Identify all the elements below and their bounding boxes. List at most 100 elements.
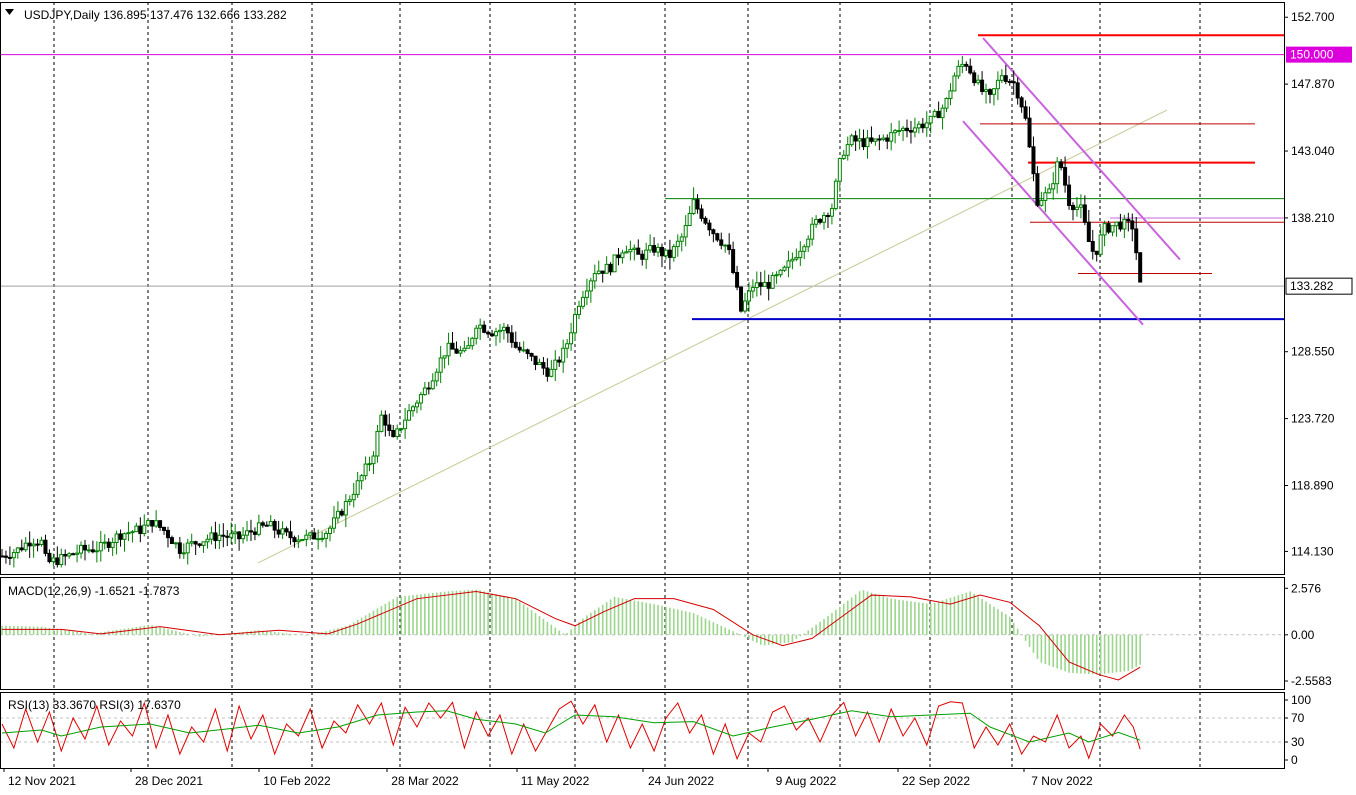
candle-body bbox=[414, 402, 419, 408]
candle-body bbox=[1110, 225, 1115, 233]
candle-body bbox=[1122, 218, 1127, 230]
candle-body bbox=[1047, 188, 1052, 194]
price-tick-label: 138.210 bbox=[1291, 211, 1335, 225]
candle-body bbox=[1019, 97, 1024, 108]
candle-body bbox=[790, 258, 795, 262]
candle-body bbox=[580, 296, 585, 307]
candle-body bbox=[59, 554, 64, 566]
date-tick-label: 11 May 2022 bbox=[521, 774, 590, 788]
candle-body bbox=[1011, 81, 1016, 84]
macd-signal-line bbox=[2, 590, 1141, 681]
candle-body bbox=[679, 236, 684, 242]
candle-body bbox=[731, 249, 736, 273]
candle-body bbox=[1070, 204, 1075, 211]
candle-body bbox=[576, 305, 581, 315]
candle-body bbox=[1078, 204, 1083, 208]
candle-body bbox=[628, 248, 633, 253]
candle-body bbox=[15, 547, 20, 554]
candle-body bbox=[221, 534, 226, 537]
candle-body bbox=[67, 553, 72, 557]
rsi13-line bbox=[1, 710, 1141, 743]
candle-body bbox=[399, 428, 404, 431]
candle-body bbox=[976, 79, 981, 84]
rsi-tick-label: 70 bbox=[1291, 711, 1305, 725]
candle-body bbox=[252, 531, 257, 535]
candle-body bbox=[23, 542, 28, 551]
vertical-grid bbox=[53, 2, 1201, 768]
rsi-tick-label: 100 bbox=[1291, 693, 1311, 707]
candle-body bbox=[1106, 223, 1111, 233]
candle-body bbox=[1118, 221, 1123, 230]
candle-body bbox=[75, 552, 80, 555]
candle-body bbox=[308, 532, 313, 536]
candle-body bbox=[774, 274, 779, 277]
candle-body bbox=[51, 557, 56, 563]
candle-body bbox=[991, 88, 996, 95]
candle-body bbox=[521, 349, 526, 352]
candle-body bbox=[691, 199, 696, 214]
candle-body bbox=[596, 270, 601, 275]
candle-body bbox=[719, 239, 724, 246]
macd-tick-label: 0.00 bbox=[1291, 628, 1315, 642]
candle-body bbox=[486, 331, 491, 335]
candle-body bbox=[837, 158, 842, 182]
dropdown-arrow-icon[interactable] bbox=[5, 9, 14, 15]
candle-body bbox=[284, 528, 289, 533]
candle-body bbox=[185, 542, 190, 554]
current-price-label: 133.282 bbox=[1290, 279, 1334, 293]
price-tick-label: 123.720 bbox=[1291, 412, 1335, 426]
candle-body bbox=[193, 541, 198, 545]
candle-body bbox=[146, 519, 151, 526]
candle-body bbox=[806, 238, 811, 248]
candle-body bbox=[367, 463, 372, 466]
candle-body bbox=[584, 290, 589, 298]
candle-body bbox=[450, 342, 455, 350]
level-150-badge bbox=[1286, 46, 1352, 63]
candle-body bbox=[727, 244, 732, 251]
candle-body bbox=[82, 544, 87, 551]
candle-body bbox=[924, 122, 929, 129]
candle-body bbox=[379, 414, 384, 432]
candle-body bbox=[936, 110, 941, 119]
candle-body bbox=[268, 521, 273, 527]
candle-body bbox=[509, 332, 514, 343]
candle-body bbox=[165, 529, 170, 539]
rsi-panel bbox=[0, 700, 1284, 761]
candle-body bbox=[901, 127, 906, 131]
candle-body bbox=[984, 89, 989, 92]
candle-body bbox=[612, 254, 617, 273]
candle-body bbox=[517, 346, 522, 351]
candle-body bbox=[320, 537, 325, 540]
candle-body bbox=[86, 549, 91, 552]
candle-body bbox=[142, 524, 147, 535]
candle-body bbox=[150, 519, 155, 527]
candle-body bbox=[138, 525, 143, 535]
candle-body bbox=[237, 531, 242, 540]
axes: 152.700 147.870 143.040 138.210 128.550 123.7… bbox=[3, 10, 1353, 788]
candle-body bbox=[932, 110, 937, 117]
candle-body bbox=[90, 549, 95, 553]
macd-panel bbox=[0, 589, 1284, 681]
candle-body bbox=[225, 535, 230, 538]
candle-body bbox=[1051, 183, 1056, 190]
candle-body bbox=[454, 348, 459, 354]
date-tick-label: 28 Dec 2021 bbox=[135, 774, 203, 788]
candle-body bbox=[873, 138, 878, 142]
price-tick-label: 147.870 bbox=[1291, 77, 1335, 91]
candle-body bbox=[541, 362, 546, 369]
candle-body bbox=[999, 75, 1004, 81]
candle-body bbox=[699, 208, 704, 219]
candle-body bbox=[130, 531, 135, 534]
candle-body bbox=[1063, 167, 1068, 186]
candle-body bbox=[912, 127, 917, 133]
candle-body bbox=[695, 199, 700, 210]
candle-body bbox=[446, 342, 451, 357]
candle-body bbox=[1090, 240, 1095, 252]
candle-body bbox=[55, 557, 60, 566]
candle-body bbox=[766, 282, 771, 289]
candle-body bbox=[632, 247, 637, 250]
candle-body bbox=[39, 539, 44, 545]
candle-body bbox=[79, 544, 84, 554]
candle-body bbox=[995, 79, 1000, 90]
candle-body bbox=[343, 500, 348, 516]
